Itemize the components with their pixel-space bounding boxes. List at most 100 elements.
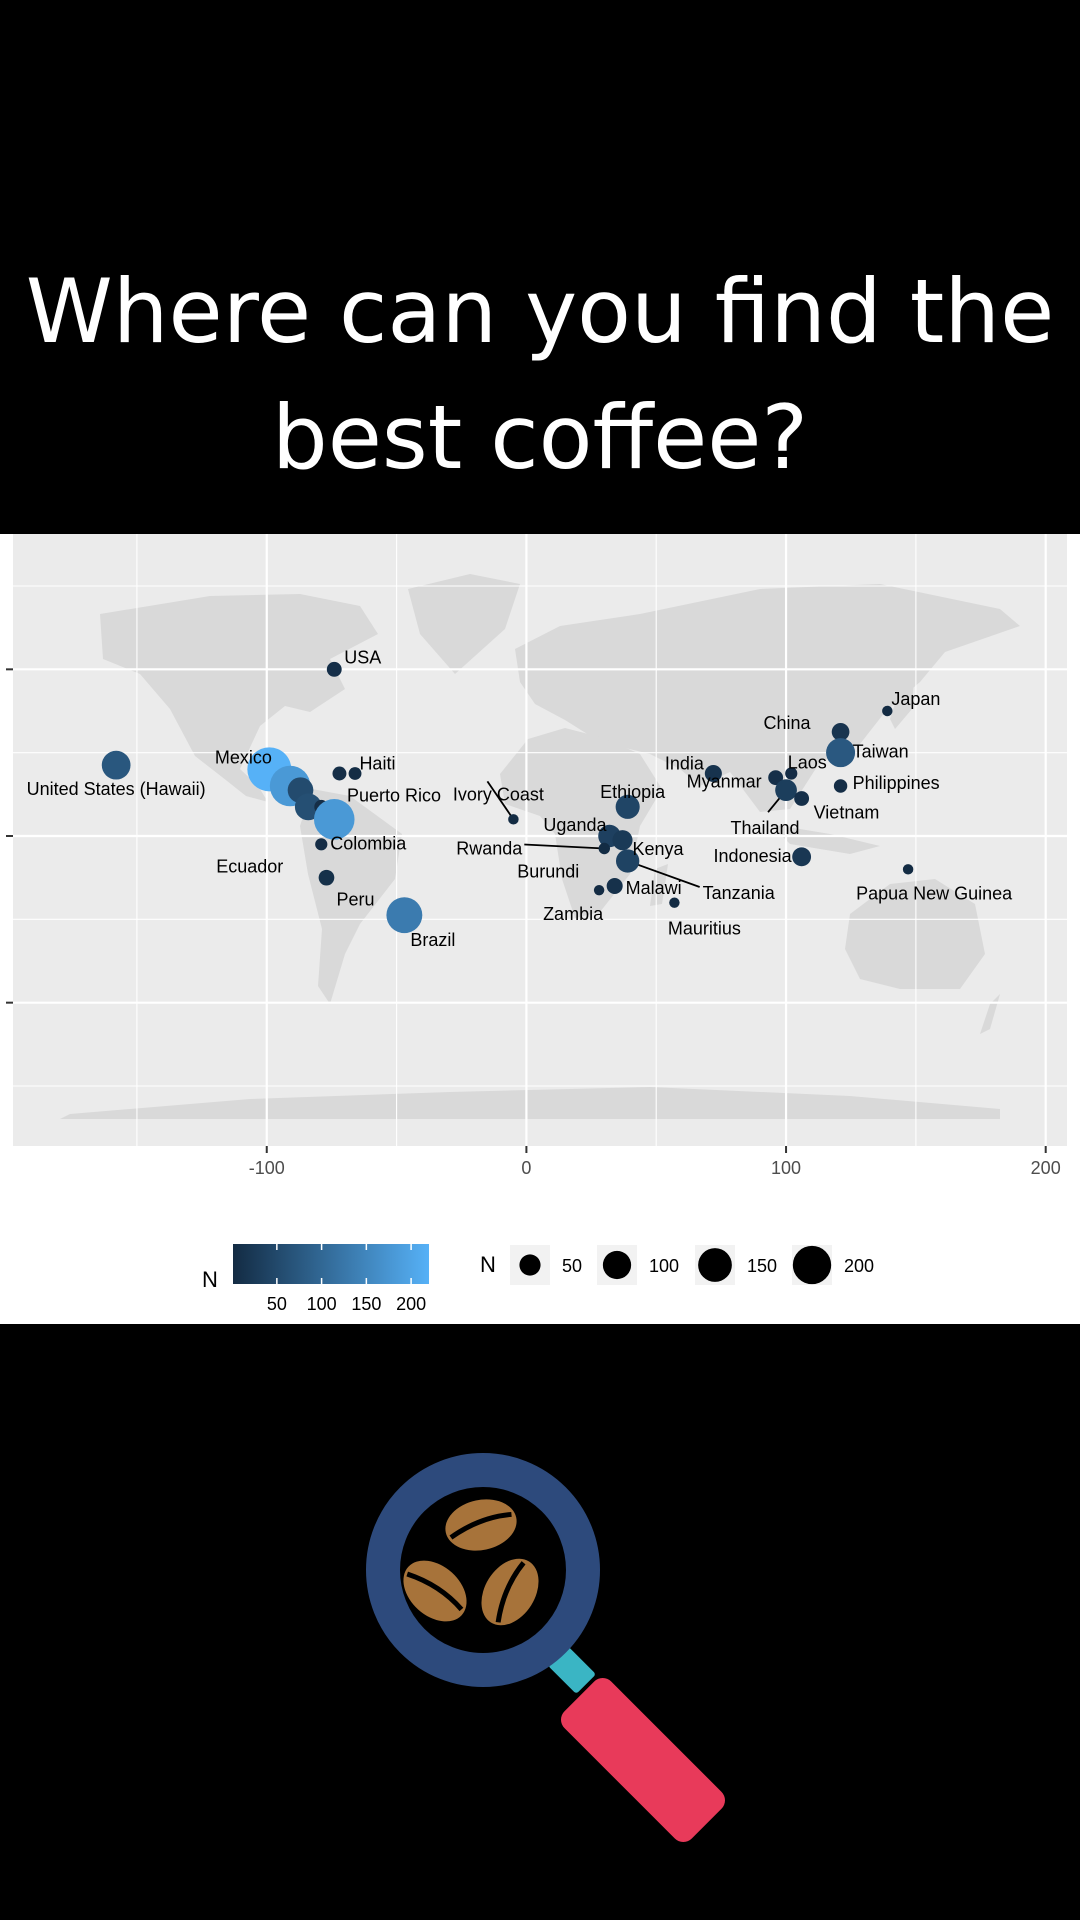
label-leader-lines <box>486 780 787 888</box>
illustration-band <box>0 1324 1080 1920</box>
data-point <box>785 767 798 780</box>
leader-line <box>486 780 515 820</box>
point-label: Colombia <box>330 833 407 853</box>
data-point <box>704 764 722 783</box>
color-legend-label: 200 <box>396 1294 426 1314</box>
point-label: United States (Hawaii) <box>27 779 206 799</box>
point-label: Ethiopia <box>600 782 666 802</box>
leader-line <box>524 843 605 850</box>
size-legend-dot <box>792 1245 832 1285</box>
data-point <box>318 869 335 886</box>
point-label: Taiwan <box>853 742 909 762</box>
point-labels: USA United States (Hawaii) Mexico Haiti Puer… <box>27 647 1014 950</box>
grid-lines <box>13 534 1067 1146</box>
x-tick-label: 200 <box>1031 1158 1061 1178</box>
data-point <box>826 738 856 768</box>
data-points <box>101 661 914 934</box>
data-point <box>508 814 519 825</box>
title-line-2: best coffee? <box>271 385 809 489</box>
page-title: Where can you find the best coffee? <box>0 249 1080 501</box>
point-label: India <box>665 753 705 773</box>
data-point <box>332 766 347 781</box>
x-tick-label: 100 <box>771 1158 801 1178</box>
data-point <box>593 884 605 896</box>
size-legend-title: N <box>480 1252 496 1277</box>
coffee-bean-icon <box>403 1560 467 1622</box>
point-label: Vietnam <box>814 802 880 822</box>
data-point <box>768 770 784 786</box>
data-point <box>833 779 848 793</box>
data-point <box>612 830 633 851</box>
point-label: Burundi <box>517 862 579 882</box>
point-label: USA <box>344 647 381 667</box>
point-label: Peru <box>336 890 374 910</box>
point-label: Uganda <box>543 815 607 835</box>
data-point <box>882 705 893 717</box>
data-point <box>598 842 611 855</box>
point-label: Ivory Coast <box>453 784 544 804</box>
data-point <box>101 750 131 780</box>
color-legend-bar <box>233 1244 429 1284</box>
magnifier-lens-ring <box>366 1453 600 1687</box>
size-legend-dot <box>698 1248 732 1282</box>
color-legend-label: 100 <box>307 1294 337 1314</box>
point-label: Philippines <box>853 773 940 793</box>
size-legend-label: 150 <box>747 1256 777 1276</box>
data-point <box>348 767 362 780</box>
point-label: China <box>764 713 812 733</box>
x-axis-ticks: -100 0 100 200 <box>249 1146 1061 1178</box>
magnifier-neck <box>549 1647 595 1693</box>
point-label: Haiti <box>359 753 395 773</box>
coffee-bean-icon <box>445 1499 517 1551</box>
leader-line <box>627 860 700 888</box>
data-point <box>669 897 680 908</box>
data-point <box>315 838 328 851</box>
point-label: Brazil <box>410 930 455 950</box>
data-point <box>386 897 423 934</box>
size-legend-dot <box>602 1250 632 1280</box>
point-label: Malawi <box>626 878 682 898</box>
coffee-beans-icon <box>403 1499 539 1626</box>
x-tick-label: -100 <box>249 1158 285 1178</box>
color-legend-label: 150 <box>351 1294 381 1314</box>
data-point <box>313 799 355 840</box>
chart-panel: -100 0 100 200 USA United States (Hawaii) Mex… <box>0 534 1080 1324</box>
size-legend-label: 50 <box>562 1256 582 1276</box>
size-legend-label: 200 <box>844 1256 874 1276</box>
coffee-map-chart: -100 0 100 200 USA United States (Hawaii) Mex… <box>6 534 1067 1314</box>
size-legend-label: 100 <box>649 1256 679 1276</box>
data-point <box>831 722 850 741</box>
point-label: Myanmar <box>687 772 762 792</box>
data-point <box>775 779 797 802</box>
legend: N 50 100 150 200 N 50 100 150 200 <box>202 1244 874 1314</box>
data-point <box>902 864 914 875</box>
title-band: Where can you find the best coffee? <box>0 0 1080 534</box>
point-label: Thailand <box>731 818 800 838</box>
size-legend: 50 100 150 200 <box>510 1245 874 1285</box>
data-point <box>615 794 640 819</box>
point-label: Ecuador <box>216 856 283 876</box>
magnifier-handle <box>549 1647 726 1843</box>
magnifier-icon <box>366 1453 726 1843</box>
point-label: Papua New Guinea <box>856 883 1013 903</box>
title-line-1: Where can you find the <box>25 259 1055 363</box>
point-label: Puerto Rico <box>347 785 441 805</box>
point-label: Tanzania <box>703 883 776 903</box>
data-point <box>615 849 640 873</box>
magnifier-grip <box>560 1677 726 1843</box>
point-label: Rwanda <box>456 839 523 859</box>
data-point <box>326 661 342 677</box>
point-label: Indonesia <box>714 846 793 866</box>
data-point <box>792 847 812 867</box>
color-legend-ticks <box>276 1244 412 1284</box>
size-legend-dot <box>519 1254 541 1276</box>
color-legend-labels: 50 100 150 200 <box>267 1294 426 1314</box>
x-tick-label: 0 <box>521 1158 531 1178</box>
world-land-map <box>60 574 1020 1119</box>
y-axis-ticks <box>6 668 13 1004</box>
coffee-bean-icon <box>481 1558 539 1626</box>
data-point <box>606 877 623 895</box>
point-label: Laos <box>788 752 827 772</box>
point-label: Japan <box>891 689 940 709</box>
point-label: Zambia <box>543 904 604 924</box>
